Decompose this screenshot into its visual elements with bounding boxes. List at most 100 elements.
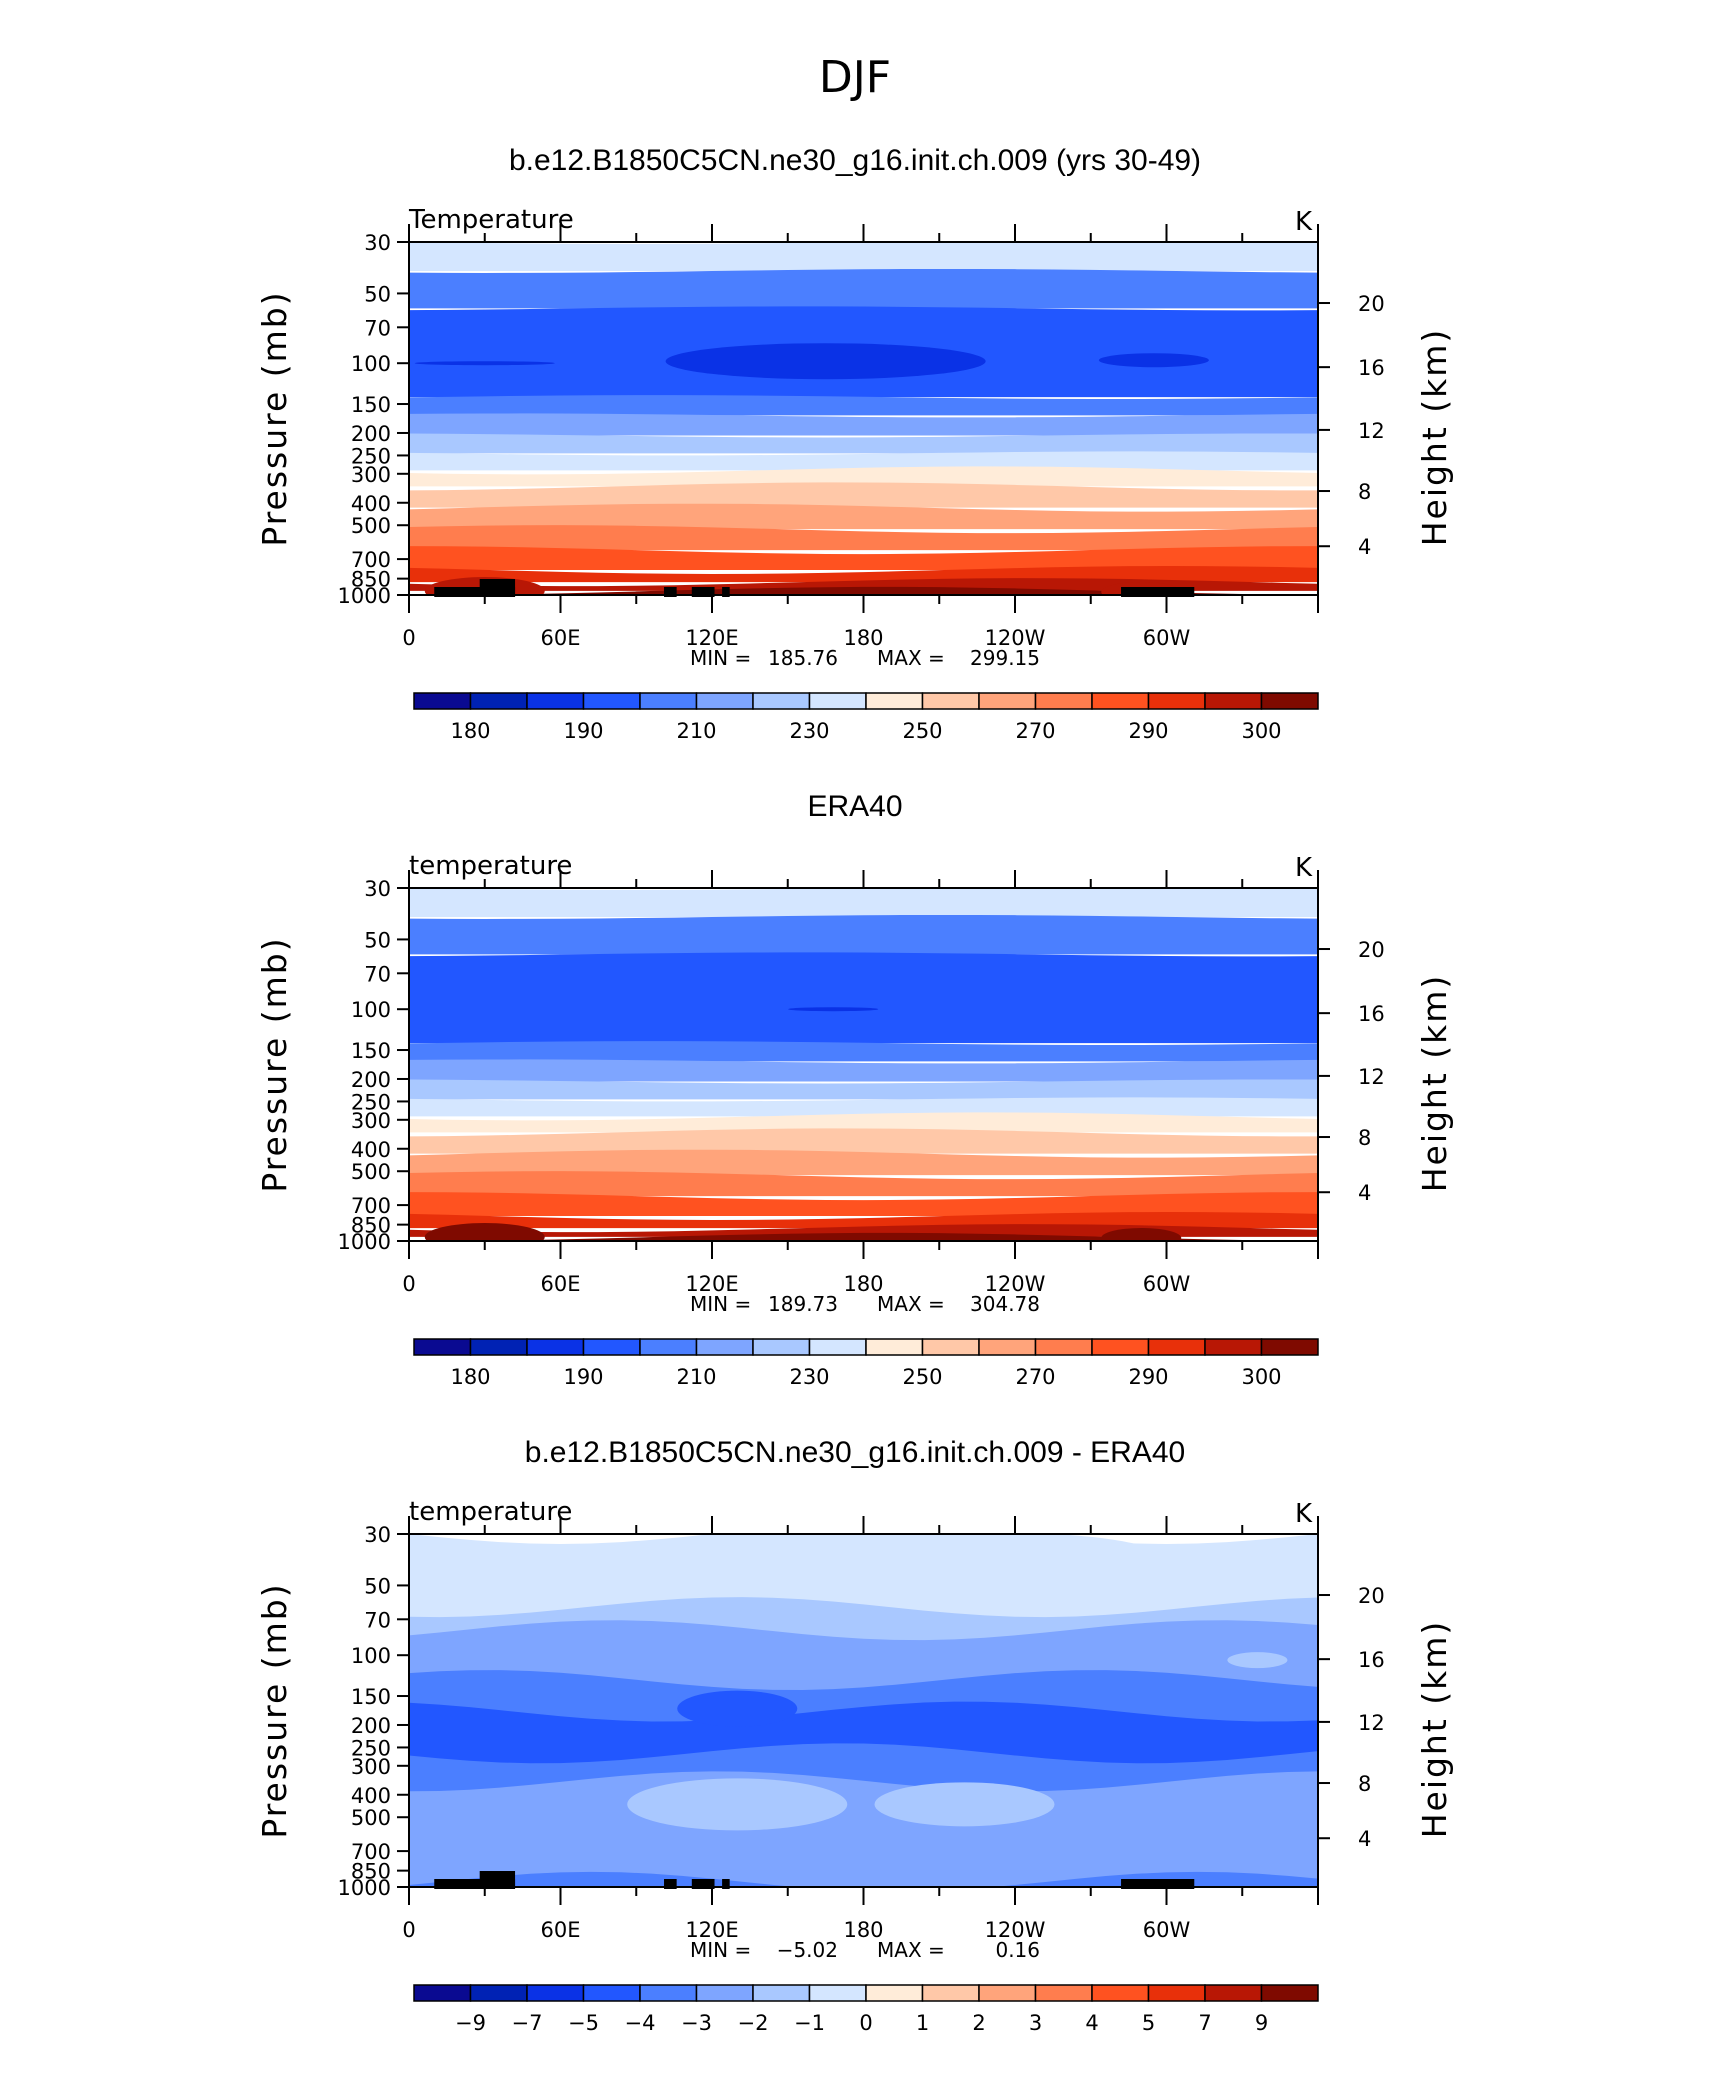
y-right-tick-label: 12 [1358,1065,1385,1089]
min-value: 185.76 [768,646,838,670]
topography-mask [722,1879,730,1889]
colorbar-box [921,692,980,710]
y-tick-label: 50 [364,928,391,952]
colorbar-label: 250 [902,1365,942,1389]
x-tick-label: 0 [402,1918,415,1942]
min-value: −5.02 [777,1938,838,1962]
y-right-tick-label: 20 [1358,938,1385,962]
y-tick-label: 70 [364,962,391,986]
temperature-band [409,1079,1318,1100]
y-tick-label: 200 [351,1068,391,1092]
temperature-band [409,1224,1318,1237]
temperature-band [409,433,1318,454]
temperature-band [409,578,1318,591]
colorbar-box [469,692,528,710]
x-tick-label: 60E [541,1272,581,1296]
plot-area [409,888,1318,1241]
x-tick-label: 180 [843,626,883,650]
x-tick-label: 120E [685,626,738,650]
colorbar-box [752,1984,811,2002]
temperature-band [409,914,1318,955]
colorbar-label: 9 [1255,2011,1268,2035]
y-tick-label: 500 [351,1806,391,1830]
panel-title: ERA40 [807,790,902,823]
colorbar-box [1204,1984,1263,2002]
colorbar-box [469,1984,528,2002]
difference-region [829,1534,1150,1573]
y-right-tick-label: 20 [1358,1584,1385,1608]
colorbar-box [469,1338,528,1356]
colorbar-box [1034,692,1093,710]
colorbar-box [978,692,1037,710]
temperature-band [409,395,1318,416]
min-max-stats: MIN = −5.02 MAX = 0.16 [690,1938,1040,1962]
y-tick-label: 30 [364,1523,391,1547]
temperature-band [409,1041,1318,1062]
colorbar-label: 7 [1198,2011,1211,2035]
min-label: MIN = [690,1292,751,1316]
x-tick-label: 60W [1143,1918,1191,1942]
panel-units-label: K [1295,1499,1313,1529]
colorbar-label: 210 [676,1365,716,1389]
y-tick-label: 100 [351,1644,391,1668]
colorbar-box [921,1984,980,2002]
colorbar-label: −2 [738,2011,769,2035]
colorbar-box [865,692,924,710]
colorbar-box [582,692,641,710]
colorbar-box [639,692,698,710]
temperature-band [409,413,1318,436]
colorbar-box [978,1338,1037,1356]
colorbar-label: −4 [625,2011,656,2035]
topography-mask [722,587,730,597]
y-tick-label: 30 [364,231,391,255]
colorbar-label: 0 [859,2011,872,2035]
colorbar-box [695,692,754,710]
panel-units-label: K [1295,853,1313,883]
colorbar-label: 2 [972,2011,985,2035]
figure-title: DJF [819,52,891,103]
temperature-band [409,1149,1318,1176]
difference-region [627,1778,848,1831]
difference-region [874,1782,1055,1827]
min-label: MIN = [690,1938,751,1962]
colorbar-box [1034,1338,1093,1356]
temperature-band [409,1112,1318,1133]
y-right-tick-label: 8 [1358,1126,1371,1150]
y-tick-label: 250 [351,1736,391,1760]
y-axis-label: Pressure (mb) [255,290,294,546]
min-label: MIN = [690,646,751,670]
colorbar-box [752,1338,811,1356]
colorbar-label: 270 [1015,719,1055,743]
y-right-tick-label: 8 [1358,480,1371,504]
colorbar-label: 5 [1142,2011,1155,2035]
difference-region [1227,1652,1288,1669]
colorbar-label: 190 [563,719,603,743]
colorbar: 180 190 210 230 250 270 290 300 [413,1338,1319,1389]
x-tick-label: 120W [985,626,1046,650]
max-label: MAX = [877,1938,945,1962]
colorbar-box [1147,692,1206,710]
y-right-tick-label: 16 [1358,1648,1385,1672]
x-tick-label: 60W [1143,1272,1191,1296]
topography-mask [479,579,516,597]
x-tick-label: 120W [985,1918,1046,1942]
colorbar-box [413,1338,472,1356]
colorbar-box [413,692,472,710]
colorbar-box [1091,1338,1150,1356]
colorbar-box [808,692,867,710]
temperature-band [409,565,1318,583]
y-right-axis-label: Height (km) [1415,1620,1454,1839]
y-right-tick-label: 8 [1358,1772,1371,1796]
colorbar-label: 180 [450,1365,490,1389]
topography-mask [664,587,677,597]
x-tick-label: 60E [541,1918,581,1942]
colorbar-box [1204,692,1263,710]
temperature-band [409,268,1318,309]
colorbar-label: −3 [681,2011,712,2035]
y-axis-label: Pressure (mb) [255,936,294,1192]
cold-core-region [665,343,986,380]
y-right-tick-label: 16 [1358,356,1385,380]
min-value: 189.73 [768,1292,838,1316]
temperature-band [409,1232,1318,1241]
